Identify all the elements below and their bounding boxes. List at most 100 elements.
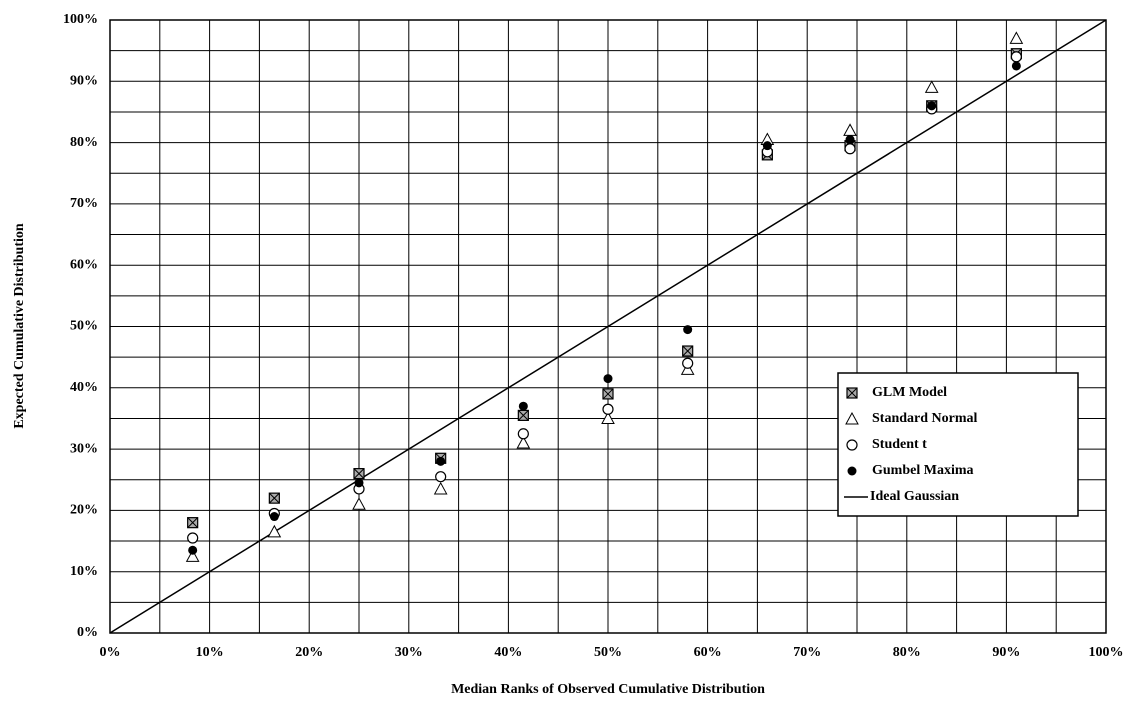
legend-label: Student t xyxy=(872,437,927,452)
marker-dot xyxy=(188,545,198,555)
marker-body xyxy=(187,532,199,544)
marker-circle xyxy=(602,403,614,415)
marker-circle xyxy=(682,357,694,369)
marker-body xyxy=(846,439,858,451)
marker-body xyxy=(185,549,200,562)
plot-frame xyxy=(109,19,1107,634)
marker-dot xyxy=(436,456,446,466)
marker-hatch xyxy=(602,388,614,400)
marker-hatch xyxy=(353,468,365,479)
x-tick-label: 50% xyxy=(594,645,622,660)
marker-body xyxy=(602,403,614,415)
marker-triangle xyxy=(924,80,939,93)
marker-triangle xyxy=(516,435,531,449)
y-tick-label: 20% xyxy=(70,503,98,518)
marker-hatched-square xyxy=(846,387,858,399)
marker-dot xyxy=(1011,61,1021,71)
marker-hatch xyxy=(682,345,694,357)
y-tick-label: 60% xyxy=(70,257,98,272)
legend-label: Gumbel Maxima xyxy=(872,463,974,478)
marker-triangle xyxy=(433,481,448,495)
marker-dot xyxy=(762,141,772,151)
x-axis-title: Median Ranks of Observed Cumulative Dist… xyxy=(451,682,765,697)
marker-circle xyxy=(846,439,858,451)
marker-triangle xyxy=(845,411,859,425)
marker-hatch xyxy=(517,410,529,421)
x-tick-label: 40% xyxy=(494,645,522,660)
marker-body xyxy=(517,428,529,440)
y-tick-label: 90% xyxy=(70,74,98,89)
y-tick-label: 80% xyxy=(70,135,98,150)
marker-circle xyxy=(517,428,529,440)
legend-box xyxy=(837,372,1079,517)
marker-dot xyxy=(927,101,937,111)
marker-circle xyxy=(435,471,447,483)
marker-triangle xyxy=(1009,31,1024,44)
marker-hatch xyxy=(187,517,199,529)
legend-label: GLM Model xyxy=(872,385,947,400)
y-tick-label: 10% xyxy=(70,564,98,579)
marker-triangle xyxy=(680,362,695,375)
marker-body xyxy=(436,456,446,466)
marker-hatch xyxy=(268,492,280,504)
legend: GLM Model Standard Normal Student t Gumbel … xyxy=(837,372,1079,517)
marker-hatched-square xyxy=(268,492,280,504)
marker-circle xyxy=(844,143,856,155)
marker-body xyxy=(762,141,772,151)
marker-hatched-square xyxy=(187,517,199,529)
marker-triangle xyxy=(267,524,282,538)
marker-body xyxy=(683,325,693,335)
x-tick-label: 60% xyxy=(694,645,722,660)
marker-body xyxy=(352,497,366,510)
marker-triangle xyxy=(352,497,366,510)
marker-body xyxy=(682,357,694,369)
marker-body xyxy=(267,524,282,538)
y-tick-label: 100% xyxy=(63,12,98,27)
marker-circle xyxy=(187,532,199,544)
legend-label: Standard Normal xyxy=(872,411,978,426)
marker-body xyxy=(433,481,448,495)
marker-dot xyxy=(683,325,693,335)
x-tick-label: 20% xyxy=(295,645,323,660)
marker-triangle xyxy=(185,549,200,562)
marker-body xyxy=(516,435,531,449)
marker-body xyxy=(435,471,447,483)
x-tick-label: 30% xyxy=(395,645,423,660)
marker-hatched-square xyxy=(682,345,694,357)
marker-body xyxy=(601,411,615,424)
marker-hatched-square xyxy=(602,388,614,400)
marker-body xyxy=(924,80,939,93)
marker-body xyxy=(1011,61,1021,71)
x-tick-label: 90% xyxy=(992,645,1020,660)
marker-dot xyxy=(354,478,364,488)
x-tick-label: 100% xyxy=(1089,645,1124,660)
marker-body xyxy=(845,411,859,425)
y-tick-label: 0% xyxy=(77,625,98,640)
marker-dot xyxy=(518,401,528,411)
marker-body xyxy=(1009,31,1024,44)
y-tick-label: 70% xyxy=(70,196,98,211)
marker-body xyxy=(354,478,364,488)
y-axis-title: Expected Cumulative Distribution xyxy=(12,223,27,429)
marker-dot xyxy=(603,374,613,384)
marker-body xyxy=(188,545,198,555)
marker-body xyxy=(603,374,613,384)
marker-triangle xyxy=(601,411,615,424)
x-tick-label: 10% xyxy=(196,645,224,660)
marker-dot xyxy=(845,135,855,145)
marker-body xyxy=(269,512,279,522)
marker-body xyxy=(845,135,855,145)
marker-body xyxy=(844,143,856,155)
marker-hatched-square xyxy=(353,468,365,480)
marker-dot xyxy=(847,466,857,476)
y-tick-label: 50% xyxy=(70,319,98,334)
marker-body xyxy=(518,401,528,411)
marker-hatched-square xyxy=(517,409,529,421)
marker-dot xyxy=(269,512,279,522)
x-tick-label: 70% xyxy=(793,645,821,660)
marker-body xyxy=(927,101,937,111)
y-tick-label: 30% xyxy=(70,441,98,456)
marker-body xyxy=(1010,51,1022,63)
